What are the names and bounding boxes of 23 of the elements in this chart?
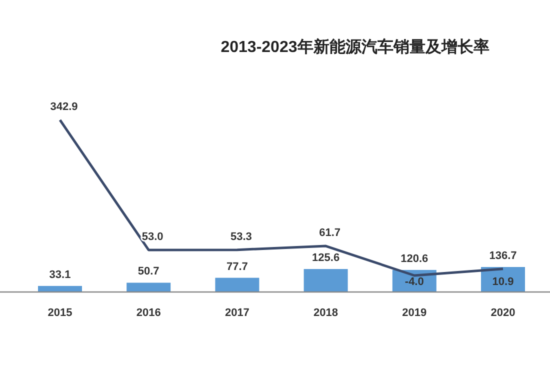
data-label: 136.7: [489, 250, 517, 262]
data-label: 33.1: [49, 268, 71, 281]
data-label: 53.0: [142, 230, 164, 243]
data-label: 342.9: [50, 101, 78, 113]
data-label: 50.7: [138, 266, 160, 278]
x-tick-label: 2015: [48, 307, 72, 319]
bar: [215, 278, 260, 292]
bar: [304, 269, 348, 292]
data-label: 61.7: [319, 227, 341, 240]
data-label: -4.0: [404, 276, 424, 288]
data-label: 125.6: [312, 252, 340, 264]
x-tick-label: 2020: [490, 307, 516, 319]
x-tick-label: 2017: [224, 307, 250, 319]
data-label: 77.7: [226, 260, 248, 273]
data-label: 53.3: [230, 230, 252, 243]
bar: [38, 286, 82, 292]
x-tick-label: 2019: [402, 307, 427, 319]
x-tick-label: 2016: [136, 307, 161, 319]
data-label: 10.9: [492, 276, 514, 288]
x-tick-label: 2018: [314, 307, 338, 319]
data-label: 120.6: [400, 252, 428, 265]
bar: [126, 282, 171, 292]
chart-title: 2013-2023年新能源汽车销量及增长率: [220, 37, 490, 56]
